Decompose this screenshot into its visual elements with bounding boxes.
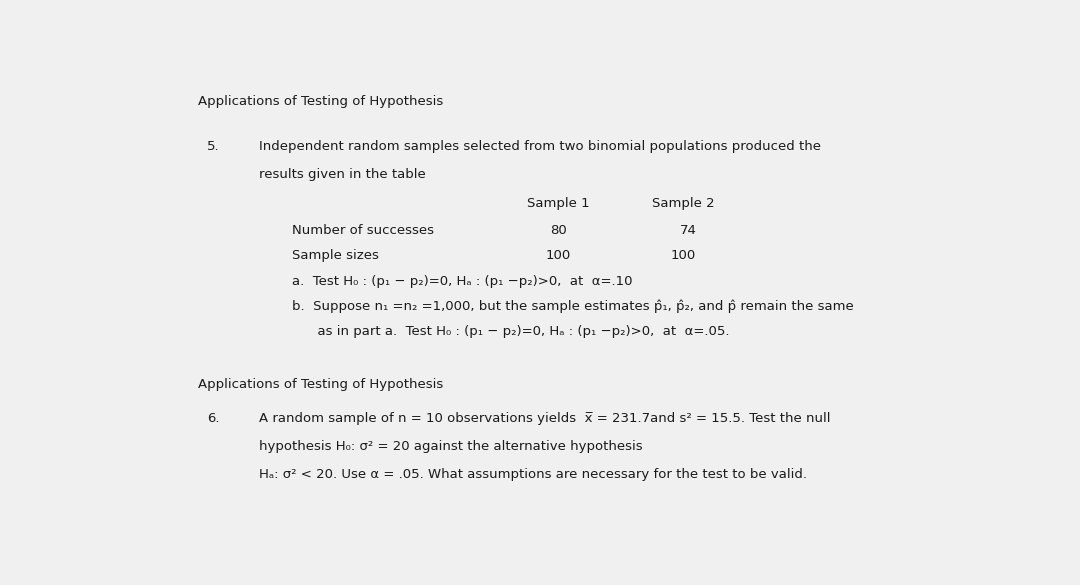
Text: 100: 100 [545, 249, 570, 263]
Text: Sample sizes: Sample sizes [293, 249, 379, 263]
Text: hypothesis H₀: σ² = 20 against the alternative hypothesis: hypothesis H₀: σ² = 20 against the alter… [259, 440, 643, 453]
Text: Sample 2: Sample 2 [652, 197, 715, 210]
Text: Number of successes: Number of successes [293, 224, 434, 238]
Text: 5.: 5. [207, 140, 219, 153]
Text: 74: 74 [680, 224, 697, 238]
Text: results given in the table: results given in the table [259, 168, 426, 181]
Text: Applications of Testing of Hypothesis: Applications of Testing of Hypothesis [198, 378, 443, 391]
Text: A random sample of n = 10 observations yields  x̅ = 231.7and s² = 15.5. Test the: A random sample of n = 10 observations y… [259, 412, 831, 425]
Text: 100: 100 [671, 249, 696, 263]
Text: b.  Suppose n₁ =n₂ =1,000, but the sample estimates p̂₁, p̂₂, and p̂ remain the : b. Suppose n₁ =n₂ =1,000, but the sample… [293, 300, 854, 314]
Text: Independent random samples selected from two binomial populations produced the: Independent random samples selected from… [259, 140, 821, 153]
Text: Applications of Testing of Hypothesis: Applications of Testing of Hypothesis [198, 95, 443, 108]
Text: Sample 1: Sample 1 [527, 197, 590, 210]
Text: 80: 80 [550, 224, 567, 238]
Text: a.  Test H₀ : (p₁ − p₂)=0, Hₐ : (p₁ −p₂)>0,  at  α=.10: a. Test H₀ : (p₁ − p₂)=0, Hₐ : (p₁ −p₂)>… [293, 275, 633, 288]
Text: as in part a.  Test H₀ : (p₁ − p₂)=0, Hₐ : (p₁ −p₂)>0,  at  α=.05.: as in part a. Test H₀ : (p₁ − p₂)=0, Hₐ … [293, 325, 730, 338]
Text: 6.: 6. [207, 412, 219, 425]
Text: Hₐ: σ² < 20. Use α = .05. What assumptions are necessary for the test to be vali: Hₐ: σ² < 20. Use α = .05. What assumptio… [259, 468, 807, 481]
